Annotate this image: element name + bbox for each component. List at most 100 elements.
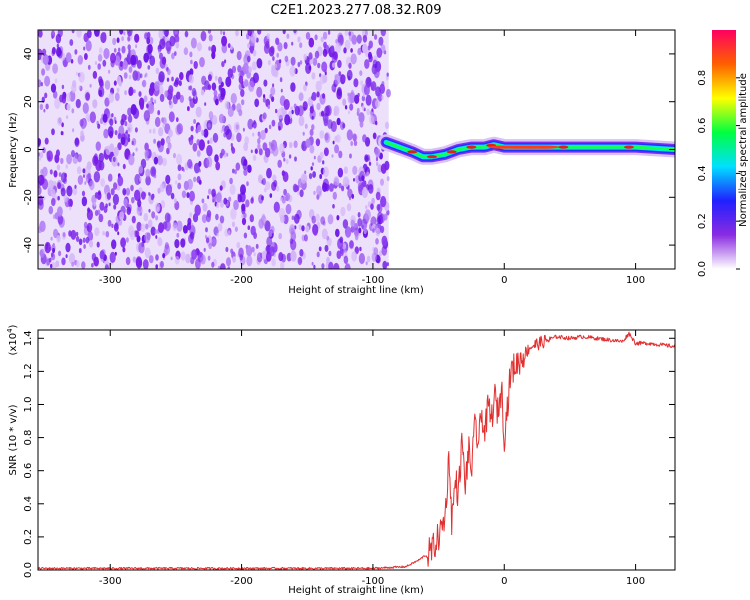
noise-speckle <box>108 92 115 103</box>
noise-speckle <box>205 237 210 244</box>
noise-speckle <box>109 251 116 263</box>
noise-speckle <box>336 117 341 126</box>
noise-speckle <box>147 44 153 54</box>
noise-speckle <box>333 105 340 117</box>
noise-speckle <box>128 225 135 237</box>
noise-speckle <box>228 196 232 202</box>
noise-speckle <box>152 128 156 134</box>
noise-speckle <box>267 59 271 66</box>
snr-y-tick-label: 0.6 <box>23 463 34 479</box>
noise-speckle <box>45 246 49 250</box>
noise-speckle <box>66 185 73 197</box>
colorbar-tick-label: 0.0 <box>697 261 708 277</box>
noise-speckle <box>78 71 85 83</box>
noise-speckle <box>46 151 50 158</box>
noise-speckle <box>71 30 75 34</box>
noise-speckle <box>298 224 302 231</box>
noise-speckle <box>148 191 151 196</box>
noise-speckle <box>364 59 370 69</box>
noise-speckle <box>358 227 362 234</box>
noise-speckle <box>122 188 127 196</box>
noise-speckle <box>303 106 306 112</box>
noise-speckle <box>263 79 268 87</box>
ridge-hot-core <box>558 145 569 149</box>
noise-speckle <box>195 106 202 118</box>
noise-speckle <box>349 103 354 111</box>
noise-speckle <box>386 72 389 77</box>
noise-speckle <box>277 159 283 168</box>
noise-speckle <box>319 74 326 85</box>
noise-speckle <box>257 143 261 150</box>
noise-speckle <box>349 196 351 201</box>
noise-speckle <box>82 102 89 114</box>
noise-speckle <box>245 199 250 208</box>
noise-speckle <box>105 203 108 208</box>
noise-speckle <box>102 59 107 67</box>
noise-speckle <box>181 190 187 199</box>
noise-speckle <box>227 230 231 236</box>
noise-speckle <box>268 141 272 146</box>
noise-speckle <box>38 79 42 88</box>
noise-speckle <box>110 188 115 196</box>
noise-speckle <box>290 56 296 66</box>
noise-speckle <box>248 66 252 73</box>
noise-speckle <box>202 202 208 212</box>
noise-speckle <box>225 246 229 253</box>
noise-speckle <box>201 198 205 204</box>
noise-speckle <box>74 184 77 189</box>
noise-speckle <box>52 63 58 74</box>
noise-speckle <box>149 36 154 45</box>
noise-speckle <box>291 215 295 221</box>
noise-speckle <box>351 193 355 199</box>
noise-speckle <box>125 61 128 66</box>
noise-speckle <box>207 123 211 128</box>
noise-speckle <box>94 61 98 65</box>
snr-series-line <box>38 331 675 570</box>
noise-speckle <box>128 154 135 166</box>
noise-speckle <box>247 164 252 173</box>
noise-speckle <box>299 60 303 65</box>
noise-speckle <box>313 227 318 236</box>
noise-speckle <box>224 59 227 64</box>
noise-speckle <box>78 248 82 254</box>
noise-speckle <box>107 173 113 182</box>
noise-speckle <box>139 102 144 110</box>
noise-speckle <box>273 68 279 78</box>
noise-speckle <box>105 145 111 156</box>
noise-speckle <box>375 227 381 237</box>
noise-speckle <box>246 255 253 267</box>
noise-speckle <box>359 246 362 252</box>
noise-speckle <box>109 118 114 126</box>
noise-speckle <box>65 52 72 63</box>
noise-speckle <box>58 172 62 177</box>
noise-speckle <box>365 205 368 210</box>
noise-speckle <box>62 232 66 238</box>
noise-speckle <box>328 261 334 269</box>
noise-speckle <box>219 263 226 269</box>
noise-speckle <box>74 137 80 146</box>
noise-speckle <box>246 245 253 257</box>
noise-speckle <box>92 155 99 167</box>
noise-speckle <box>350 140 354 147</box>
snr-plot-area <box>38 330 675 570</box>
noise-speckle <box>57 195 60 201</box>
noise-speckle <box>193 61 198 69</box>
noise-speckle <box>311 91 317 101</box>
noise-speckle <box>280 214 285 223</box>
noise-speckle <box>272 145 279 157</box>
noise-speckle <box>221 61 225 68</box>
noise-speckle <box>305 138 311 148</box>
noise-speckle <box>177 173 182 181</box>
noise-speckle <box>337 59 342 69</box>
noise-speckle <box>264 127 268 134</box>
noise-speckle <box>96 241 100 248</box>
noise-speckle <box>241 203 246 212</box>
noise-speckle <box>311 162 315 167</box>
noise-speckle <box>39 152 44 158</box>
noise-speckle <box>336 215 340 221</box>
noise-speckle <box>103 128 109 139</box>
noise-speckle <box>299 189 304 198</box>
noise-speckle <box>124 120 128 127</box>
noise-speckle <box>150 226 156 236</box>
noise-speckle <box>253 120 256 125</box>
